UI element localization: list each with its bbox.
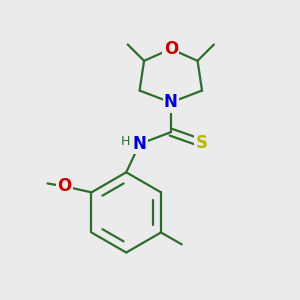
Text: N: N (164, 93, 178, 111)
Text: S: S (195, 134, 207, 152)
Text: O: O (58, 177, 72, 195)
Text: N: N (133, 135, 146, 153)
Text: H: H (121, 135, 130, 148)
Text: O: O (164, 40, 178, 58)
